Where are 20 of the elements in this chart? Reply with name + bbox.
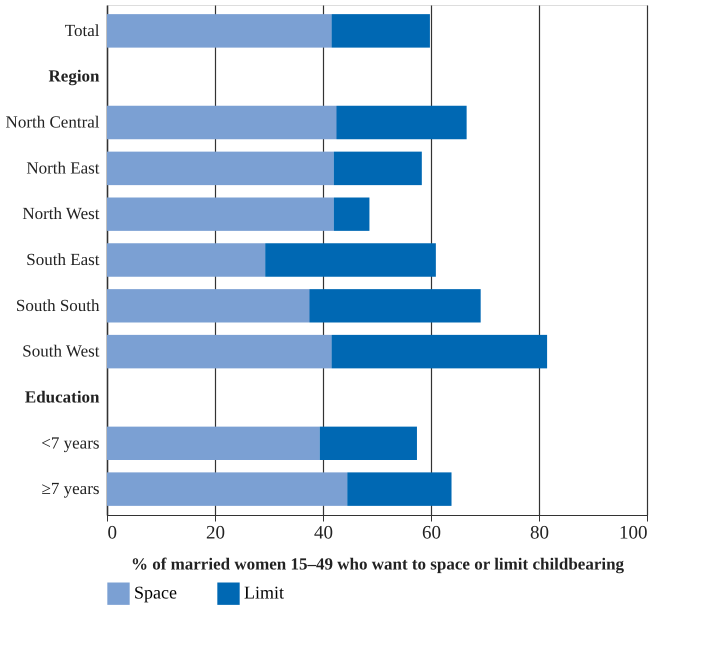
- x-tick-label: 80: [530, 522, 549, 544]
- y-tick-label: North West: [22, 204, 100, 224]
- x-tick-label: 60: [422, 522, 441, 544]
- y-tick-label: ≥7 years: [42, 479, 100, 498]
- x-tick-label: 20: [206, 522, 225, 544]
- x-axis-title: % of married women 15–49 who want to space or limit childbearing: [130, 554, 625, 574]
- y-tick-label: South East: [26, 250, 100, 269]
- y-tick-label: South South: [16, 296, 100, 315]
- y-tick-label: <7 years: [41, 433, 100, 452]
- legend-label: Limit: [244, 582, 284, 603]
- y-tick-label: Region: [48, 66, 100, 86]
- legend-label: Space: [134, 582, 177, 603]
- x-tick-label: 40: [314, 522, 333, 544]
- y-tick-label: North Central: [6, 112, 100, 132]
- x-tick-label: 100: [619, 522, 648, 544]
- y-tick-label: Total: [64, 20, 100, 40]
- y-tick-label: Education: [24, 387, 100, 406]
- x-tick-label: 0: [108, 522, 117, 544]
- y-tick-label: South West: [22, 342, 100, 361]
- y-tick-label: North East: [26, 158, 100, 178]
